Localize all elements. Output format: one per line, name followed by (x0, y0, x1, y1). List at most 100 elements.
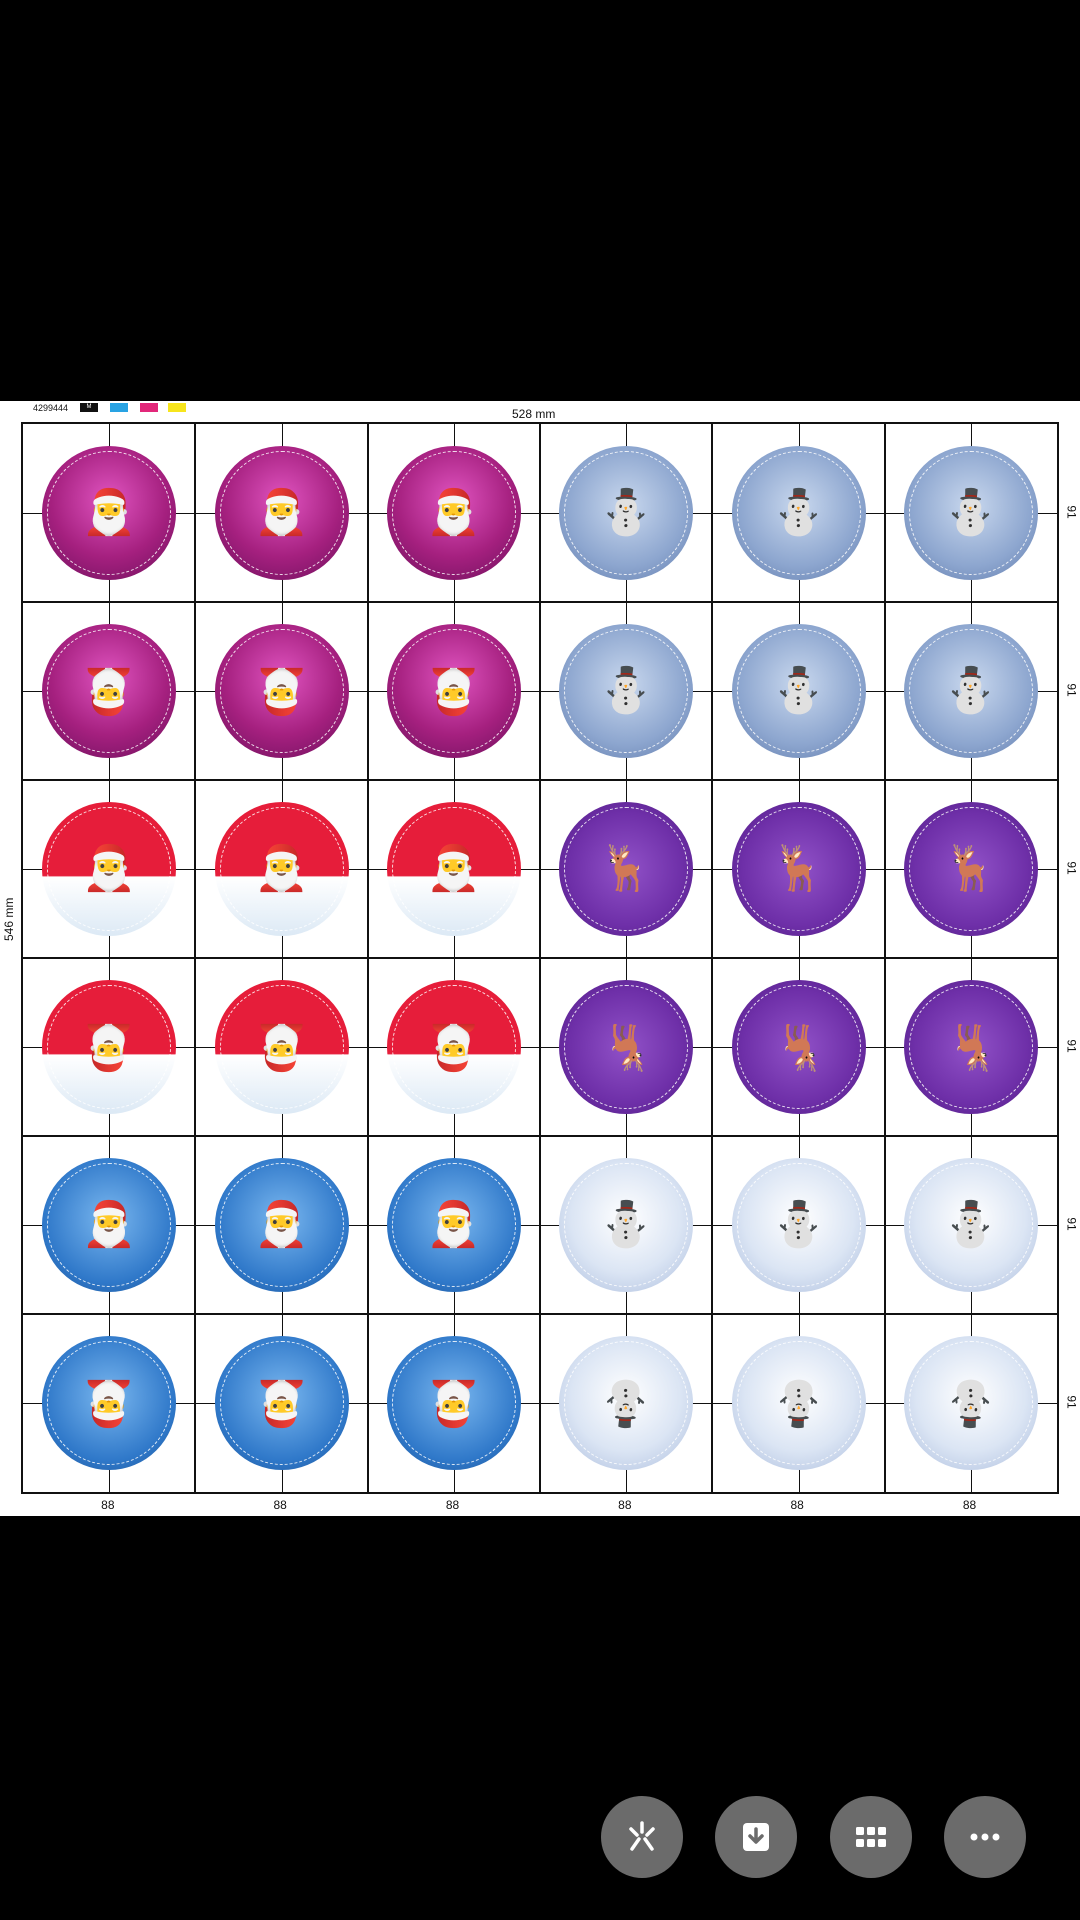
sticker-santa-blue: 🎅 (42, 1158, 177, 1292)
sticker-santa-red: 🎅 (214, 802, 349, 936)
sticker-grid: 🎅 🎅 🎅 ⛄ ⛄ ⛄ 🎅 🎅 🎅 ⛄ ⛄ ⛄ 🎅 🎅 🎅 🦌 🦌 🦌 🎅 🎅 🎅 🦌 🦌 🦌 🎅 🎅 🎅 ⛄ ⛄ ⛄ 🎅 🎅 🎅 ⛄ ⛄ ⛄ (21, 422, 1059, 1494)
sticker-reindeer-purple: 🦌 (903, 802, 1038, 936)
download-button[interactable] (715, 1796, 797, 1878)
sticker-reindeer-purple: 🦌 (731, 980, 866, 1114)
sticker-santa-red: 🎅 (386, 802, 521, 936)
sticker-snowman-light: ⛄ (903, 1158, 1038, 1292)
sticker-santa-purple: 🎅 (214, 446, 349, 580)
snowman-icon: ⛄ (943, 1379, 999, 1428)
santa-icon: 🎅 (81, 1200, 137, 1249)
sheet-header: 4299444 M 528 mm (0, 401, 1080, 421)
column-width-label: 88 (445, 1498, 460, 1512)
sticker-snowman-blue: ⛄ (903, 624, 1038, 758)
santa-icon: 🎅 (426, 667, 482, 716)
grid-icon (856, 1827, 886, 1847)
santa-icon: 🎅 (254, 667, 309, 716)
sticker-santa-purple: 🎅 (42, 446, 177, 580)
grid-row-line (23, 957, 1057, 959)
sticker-snowman-blue: ⛄ (731, 446, 866, 580)
sticker-santa-purple: 🎅 (386, 624, 521, 758)
santa-icon: 🎅 (81, 667, 137, 716)
sparkle-icon (629, 1821, 655, 1851)
sticker-reindeer-purple: 🦌 (731, 802, 866, 936)
santa-icon: 🎅 (426, 1379, 482, 1428)
sticker-santa-red: 🎅 (42, 980, 177, 1114)
snowman-icon: ⛄ (943, 1200, 999, 1249)
sticker-snowman-light: ⛄ (731, 1336, 866, 1470)
more-button[interactable] (944, 1796, 1026, 1878)
color-swatch-magenta (140, 403, 158, 412)
sticker-snowman-light: ⛄ (903, 1336, 1038, 1470)
santa-icon: 🎅 (426, 488, 482, 537)
row-height-label: 91 (1064, 861, 1079, 875)
column-width-label: 88 (790, 1498, 804, 1512)
snowman-icon: ⛄ (598, 488, 654, 537)
santa-icon: 🎅 (254, 1023, 309, 1072)
grid-row-line (23, 1135, 1057, 1137)
snowman-icon: ⛄ (771, 1200, 826, 1249)
sticker-snowman-blue: ⛄ (731, 624, 866, 758)
sticker-reindeer-purple: 🦌 (903, 980, 1038, 1114)
row-height-label: 91 (1064, 1395, 1079, 1409)
color-swatch-yellow (168, 403, 186, 412)
lens-button[interactable] (601, 1796, 683, 1878)
santa-icon: 🎅 (426, 1200, 482, 1249)
sticker-snowman-blue: ⛄ (903, 446, 1038, 580)
reindeer-icon: 🦌 (598, 844, 654, 893)
snowman-icon: ⛄ (598, 1200, 654, 1249)
column-width-label: 88 (962, 1498, 977, 1512)
sticker-santa-purple: 🎅 (386, 446, 521, 580)
grid-row-line (23, 1313, 1057, 1315)
santa-icon: 🎅 (254, 1379, 309, 1428)
sticker-santa-purple: 🎅 (42, 624, 177, 758)
snowman-icon: ⛄ (771, 666, 826, 715)
sticker-snowman-blue: ⛄ (559, 624, 694, 758)
reindeer-icon: 🦌 (771, 844, 826, 893)
sticker-santa-blue: 🎅 (214, 1158, 349, 1292)
sticker-reindeer-purple: 🦌 (559, 802, 694, 936)
snowman-icon: ⛄ (943, 488, 999, 537)
row-height-label: 91 (1064, 1039, 1079, 1053)
grid-row-line (23, 779, 1057, 781)
width-dimension: 528 mm (512, 407, 556, 421)
sticker-santa-purple: 🎅 (214, 624, 349, 758)
reindeer-icon: 🦌 (943, 1023, 999, 1072)
sticker-santa-red: 🎅 (42, 802, 177, 936)
sticker-snowman-light: ⛄ (559, 1158, 694, 1292)
sticker-snowman-light: ⛄ (559, 1336, 694, 1470)
snowman-icon: ⛄ (598, 666, 654, 715)
sticker-reindeer-purple: 🦌 (559, 980, 694, 1114)
reindeer-icon: 🦌 (943, 844, 999, 893)
more-icon (970, 1833, 1000, 1841)
download-icon (743, 1823, 769, 1851)
santa-icon: 🎅 (426, 1023, 482, 1072)
print-sheet: 4299444 M 528 mm 546 mm 🎅 🎅 🎅 ⛄ ⛄ ⛄ 🎅 🎅 🎅 ⛄ ⛄ ⛄ 🎅 🎅 🎅 🦌… (0, 401, 1080, 1516)
column-width-label: 88 (618, 1498, 632, 1512)
row-height-label: 91 (1064, 683, 1079, 697)
santa-icon: 🎅 (254, 844, 309, 893)
snowman-icon: ⛄ (943, 666, 999, 715)
santa-icon: 🎅 (254, 488, 309, 537)
sticker-santa-blue: 🎅 (386, 1336, 521, 1470)
santa-icon: 🎅 (81, 488, 137, 537)
color-swatch-cyan (110, 403, 128, 412)
grid-button[interactable] (830, 1796, 912, 1878)
row-height-label: 91 (1064, 505, 1079, 519)
column-width-label: 88 (273, 1498, 287, 1512)
santa-icon: 🎅 (81, 844, 137, 893)
sticker-snowman-light: ⛄ (731, 1158, 866, 1292)
santa-icon: 🎅 (81, 1023, 137, 1072)
sticker-snowman-blue: ⛄ (559, 446, 694, 580)
sticker-santa-blue: 🎅 (42, 1336, 177, 1470)
column-width-label: 88 (101, 1498, 115, 1512)
santa-icon: 🎅 (81, 1379, 137, 1428)
santa-icon: 🎅 (426, 844, 482, 893)
snowman-icon: ⛄ (598, 1379, 654, 1428)
sticker-santa-blue: 🎅 (386, 1158, 521, 1292)
sticker-santa-red: 🎅 (386, 980, 521, 1114)
sticker-santa-blue: 🎅 (214, 1336, 349, 1470)
reindeer-icon: 🦌 (771, 1023, 826, 1072)
grid-row-line (23, 601, 1057, 603)
height-dimension: 546 mm (2, 897, 16, 941)
job-code: 4299444 (33, 403, 69, 413)
